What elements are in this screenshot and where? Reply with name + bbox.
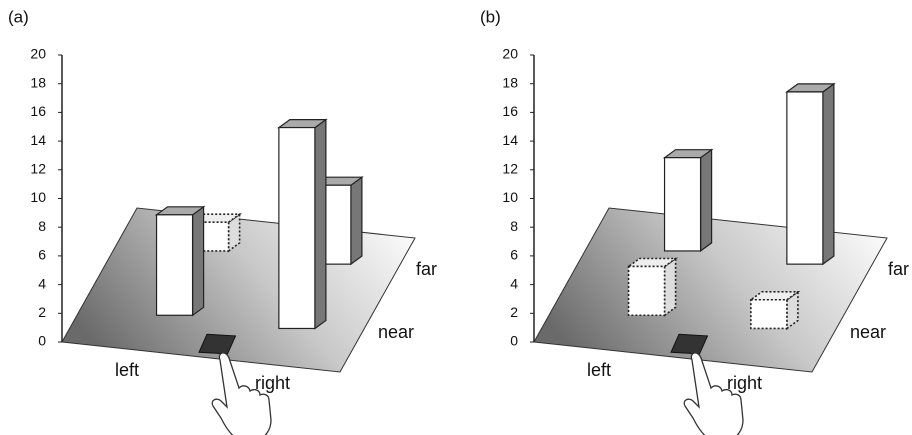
y-tick-label: 0 [38,333,46,349]
y-tick-label: 8 [38,218,46,234]
y-tick-label: 16 [502,103,518,119]
y-tick-label: 20 [30,46,46,62]
bar [629,266,665,315]
bar-side [315,120,326,329]
depth-category-label: near [850,322,886,342]
y-tick-label: 12 [30,161,46,177]
y-tick-label: 16 [30,103,46,119]
depth-category-label: far [888,259,909,279]
y-tick-label: 14 [502,132,518,148]
y-tick-label: 14 [30,132,46,148]
hand-icon [212,353,271,435]
bar-side [193,207,204,315]
y-tick-label: 6 [510,247,518,263]
panel: (b) 0 2 4 6 8 10 12 14 16 18 20 left right near far [480,7,909,435]
y-tick-label: 8 [510,218,518,234]
y-tick-label: 4 [510,275,518,291]
y-tick-label: 18 [30,74,46,90]
bar [665,158,701,251]
x-category-label: right [255,373,290,393]
y-tick-label: 10 [502,189,518,205]
y-tick-label: 10 [30,189,46,205]
bar-side [823,84,834,264]
hand-icon [684,353,743,435]
y-tick-label: 4 [38,275,46,291]
bar [787,92,823,264]
y-tick-label: 0 [510,333,518,349]
y-tick-label: 20 [502,46,518,62]
panel-label: (b) [480,7,501,26]
panel-label: (a) [8,7,29,26]
y-tick-label: 12 [502,161,518,177]
bar-side [665,259,676,316]
x-category-label: left [587,360,611,380]
bar-side [351,177,362,264]
panel: (a) 0 2 4 6 8 10 12 14 16 18 20 left right near far [8,7,437,435]
depth-category-label: near [378,322,414,342]
x-category-label: right [727,373,762,393]
bar [279,128,315,329]
y-tick-label: 2 [510,304,518,320]
bar [157,215,193,315]
y-tick-label: 18 [502,74,518,90]
page: {"chart_data": [ {"type": "bar3d", "labe… [0,0,912,435]
depth-category-label: far [416,259,437,279]
bar-side [701,150,712,251]
bar [751,300,787,329]
x-category-label: left [115,360,139,380]
y-tick-label: 6 [38,247,46,263]
y-tick-label: 2 [38,304,46,320]
figure: (a) 0 2 4 6 8 10 12 14 16 18 20 left right near far (b) 0… [0,0,912,435]
